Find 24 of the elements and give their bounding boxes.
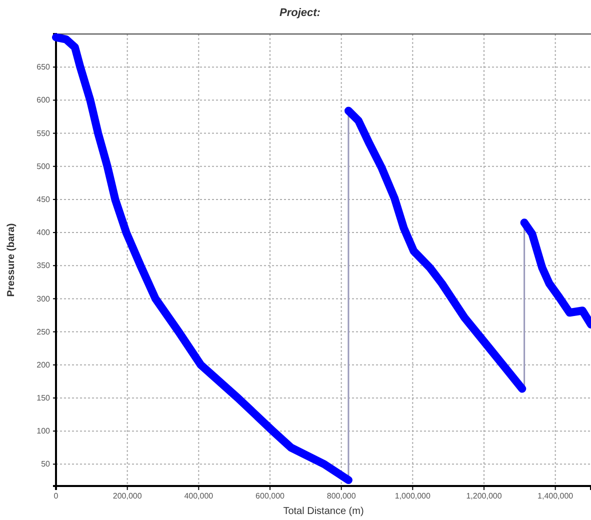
y-tick-label: 250 — [36, 327, 51, 336]
y-axis-title: Pressure (bara) — [6, 223, 17, 297]
x-tick-label: 1,200,000 — [466, 492, 502, 501]
x-axis-title: Total Distance (m) — [283, 506, 364, 517]
x-tick-label: 1,400,000 — [538, 492, 574, 501]
x-tick-label: 0 — [54, 492, 59, 501]
chart-title: Project: — [280, 7, 321, 19]
x-tick-label: 200,000 — [112, 492, 142, 501]
y-tick-label: 300 — [36, 294, 51, 304]
x-tick-label: 800,000 — [326, 492, 356, 501]
y-tick-label: 600 — [36, 96, 51, 105]
y-tick-label: 500 — [36, 162, 51, 171]
y-tick-label: 550 — [36, 128, 51, 138]
x-tick-label: 600,000 — [256, 492, 286, 501]
y-tick-label: 100 — [36, 426, 51, 436]
y-tick-label: 50 — [41, 460, 51, 469]
y-tick-label: 450 — [36, 195, 51, 204]
y-tick-label: 650 — [36, 62, 51, 72]
y-tick-label: 350 — [36, 261, 51, 270]
x-tick-label: 1,000,000 — [394, 492, 432, 501]
y-tick-label: 200 — [36, 360, 51, 370]
y-tick-label: 400 — [36, 228, 51, 238]
y-tick-label: 150 — [36, 394, 51, 403]
x-tick-label: 400,000 — [184, 492, 214, 501]
